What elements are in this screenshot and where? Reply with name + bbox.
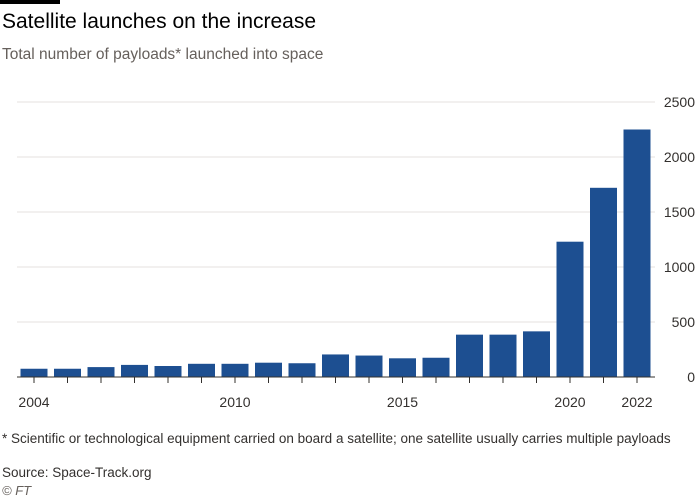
y-tick-label: 0 <box>687 369 695 385</box>
bar-2013 <box>322 354 349 377</box>
bar-2014 <box>355 355 383 377</box>
y-tick-label: 1500 <box>664 204 695 220</box>
ft-credit: © FT <box>2 483 32 498</box>
bar-2018 <box>489 334 517 377</box>
bar-2007 <box>121 364 148 377</box>
bar-2019 <box>523 331 550 377</box>
y-tick-label: 2000 <box>664 149 695 165</box>
y-tick-label: 1000 <box>664 259 695 275</box>
x-tick-label: 2004 <box>18 394 49 410</box>
x-tick-label: 2010 <box>219 394 250 410</box>
top-rule <box>0 0 60 4</box>
footnote: * Scientific or technological equipment … <box>2 431 671 446</box>
bar-2010 <box>221 363 249 377</box>
chart-subtitle: Total number of payloads* launched into … <box>2 46 324 63</box>
chart-title: Satellite launches on the increase <box>2 10 317 33</box>
bar-2004 <box>20 368 48 377</box>
bar-2009 <box>188 363 215 377</box>
bar-2012 <box>288 363 316 377</box>
bar-2020 <box>556 241 584 377</box>
bar-2017 <box>456 334 483 377</box>
bar-chart: 0 500 1000 1500 2000 2500 2004 2010 2015 2020 2022 <box>17 94 696 410</box>
x-tick-label: 2015 <box>387 394 418 410</box>
bar-2011 <box>255 362 282 377</box>
y-tick-label: 2500 <box>664 94 695 110</box>
bar-2016 <box>422 357 450 377</box>
bar-2015 <box>389 358 416 377</box>
bar-2008 <box>154 366 182 377</box>
bar-2021 <box>590 187 617 377</box>
y-tick-label: 500 <box>672 314 696 330</box>
bar-2005 <box>54 368 81 377</box>
bar-2006 <box>87 367 115 377</box>
x-tick-label: 2022 <box>621 394 652 410</box>
x-tick-label: 2020 <box>554 394 585 410</box>
source-note: Source: Space-Track.org <box>2 465 152 480</box>
bar-2022 <box>623 129 651 377</box>
